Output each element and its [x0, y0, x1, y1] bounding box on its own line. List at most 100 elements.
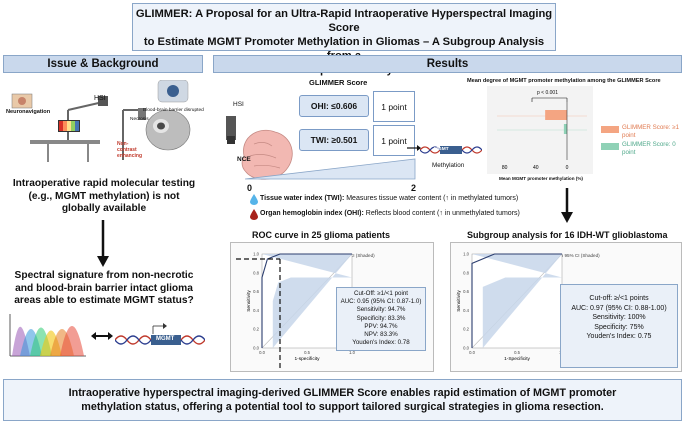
roc2-x-tick: 0.5	[514, 350, 520, 355]
roc1-y-tick: 1.0	[253, 252, 259, 257]
down-arrow-icon	[97, 220, 109, 267]
neuronavigation-label: Neuronavigation	[6, 109, 51, 115]
water-drop-icon	[250, 194, 258, 205]
roc1-x-tick: 0.0	[259, 350, 265, 355]
dna-methylation-icon	[420, 146, 482, 154]
roc2-inner-title: ROC Curve with 95% CI (Shaded)	[530, 244, 600, 262]
issue-background-header: Issue & Background	[3, 55, 203, 73]
roc1-stat-specificity: Specificity: 83.3%	[356, 314, 406, 322]
legend-entry-green: GLIMMER Score: 0 point	[622, 141, 676, 156]
nce-label: NCE	[237, 156, 251, 163]
legend-swatch-green	[601, 143, 619, 150]
roc2-stat-sensitivity: Sensitivity: 100%	[592, 314, 646, 321]
question-line-3: areas able to estimate MGMT status?	[14, 295, 194, 306]
necrosis-label: Necrosis	[130, 117, 149, 122]
methylation-x-tick: 0	[566, 165, 569, 171]
methylation-chart-title: Mean degree of MGMT promoter methylation…	[467, 78, 661, 84]
roc2-ylabel: Sensitivity	[456, 290, 462, 312]
bbb-disrupted-label: Blood-brain barrier disrupted	[143, 108, 204, 113]
roc2-ci-band	[472, 254, 562, 348]
roc2-y-tick: 0.0	[463, 346, 469, 351]
methylation-bar-2	[563, 124, 567, 134]
blood-drop-icon	[250, 209, 258, 220]
methylation-chart-xlabel: Mean MGMT promoter methylation (%)	[499, 176, 583, 181]
down-arrow-subgroup-icon	[561, 188, 573, 223]
roc1-stats-box: Cut-Off: ≥1/<1 point AUC: 0.95 (95% CI: …	[336, 287, 426, 351]
roc1-stat-youden: Youden's Index: 0.78	[352, 339, 410, 347]
hsi-brain-illustration	[226, 116, 293, 180]
issue-line-2: (e.g., MGMT methylation) is not	[28, 190, 180, 202]
question-text: Spectral signature from non-necrotic and…	[5, 270, 203, 308]
roc2-stat-auc: AUC: 0.97 (95% CI: 0.88-1.00)	[571, 304, 667, 312]
roc2-inner-title-text: ROC Curve with 95% CI (Shaded)	[530, 253, 600, 258]
p-value-label: p < 0.001	[537, 90, 558, 96]
hsi-label-results: HSI	[233, 101, 244, 108]
roc1-stat-auc: AUC: 0.95 (95% CI: 0.87-1.0)	[340, 298, 422, 306]
results-header: Results	[213, 55, 682, 73]
roc1-stat-ppv: PPV: 94.7%	[364, 322, 398, 330]
twi-description-term: Tissue water index (TWI):	[260, 195, 345, 202]
roc1-ylabel: Sensitivity	[246, 290, 252, 312]
issue-text: Intraoperative rapid molecular testing (…	[5, 178, 203, 216]
methylation-chart: 80 40 0	[487, 86, 619, 174]
ohi-description-text: Reflects blood content (↑ in unmethylate…	[363, 210, 520, 217]
question-line-1: Spectral signature from non-necrotic	[14, 270, 194, 281]
issue-line-1: Intraoperative rapid molecular testing	[12, 178, 196, 189]
issue-line-3: globally available	[61, 203, 147, 214]
twi-description-text: Measures tissue water content (↑ in meth…	[344, 195, 519, 202]
roc1-stat-cutoff: Cut-Off: ≥1/<1 point	[353, 290, 408, 297]
roc2-xlabel: 1-Specificity	[504, 356, 530, 362]
roc1-x-tick: 1.0	[349, 350, 355, 355]
twi-threshold-box: TWI: ≥0.501	[299, 129, 369, 151]
roc1-y-tick: 0.2	[253, 327, 259, 332]
methylation-label: Methylation	[432, 162, 465, 169]
double-arrow-icon	[91, 332, 113, 340]
roc1-y-tick: 0.4	[253, 308, 259, 313]
roc2-x-tick: 0.0	[469, 350, 475, 355]
title-line-1: GLIMMER: A Proposal for an Ultra-Rapid I…	[135, 8, 553, 34]
roc2-stat-specificity: Specificity: 75%	[594, 323, 644, 331]
ohi-threshold-box: OHI: ≤0.606	[299, 95, 369, 117]
roc1-y-tick: 0.6	[253, 289, 259, 294]
hsi-label-left: HSI	[94, 95, 106, 102]
roc1-stat-npv: NPV: 83.3%	[364, 331, 398, 339]
roc1-ci-band	[262, 254, 352, 348]
scale-max: 2	[411, 183, 417, 193]
roc2-y-tick: 0.6	[463, 289, 469, 294]
score-scale-wedge	[245, 158, 416, 180]
arrow-to-methylation-icon	[407, 145, 421, 151]
roc2-y-tick: 0.4	[463, 308, 469, 313]
ohi-description-term: Organ hemoglobin index (OHI):	[260, 210, 364, 217]
roc1-y-tick: 0.0	[253, 346, 259, 351]
roc1-xlabel: 1-specificity	[294, 356, 320, 362]
methylation-x-tick: 80	[502, 165, 508, 171]
conclusion-box: Intraoperative hyperspectral imaging-der…	[3, 379, 682, 421]
roc2-stat-cutoff: Cut-off: ≥/<1 points	[589, 295, 649, 302]
roc2-y-tick: 0.8	[463, 270, 469, 275]
or-illustration	[8, 79, 203, 170]
twi-description: Tissue water index (TWI): Measures tissu…	[260, 195, 518, 202]
roc1-title: ROC curve in 25 glioma patients	[252, 230, 391, 240]
mgmt-label-results: MGMT	[434, 147, 449, 152]
ohi-point-box: 1 point	[373, 91, 415, 122]
glimmer-score-title: GLIMMER Score	[309, 78, 368, 87]
methylation-x-tick: 40	[533, 165, 539, 171]
operating-room-illustration	[11, 79, 191, 162]
ohi-description: Organ hemoglobin index (OHI): Reflects b…	[260, 210, 520, 217]
roc1-stat-sensitivity: Sensitivity: 94.7%	[356, 306, 406, 314]
conclusion-line-2: methylation status, offering a potential…	[81, 401, 604, 413]
roc1-x-tick: 0.5	[304, 350, 310, 355]
title-box: GLIMMER: A Proposal for an Ultra-Rapid I…	[132, 3, 556, 76]
question-line-2: and blood-brain barrier intact glioma	[15, 282, 193, 294]
roc1-y-tick: 0.8	[253, 270, 259, 275]
roc2-stat-youden: Youden's Index: 0.75	[586, 333, 652, 340]
roc2-y-tick: 1.0	[463, 252, 469, 257]
spectral-curves-icon	[9, 314, 86, 357]
roc2-title: Subgroup analysis for 16 IDH-WT glioblas…	[467, 230, 668, 240]
legend-swatch-orange	[601, 126, 619, 133]
legend-entry-orange: GLIMMER Score: ≥1 point	[622, 124, 680, 139]
conclusion-line-1: Intraoperative hyperspectral imaging-der…	[68, 387, 617, 399]
roc2-stats-box: Cut-off: ≥/<1 points AUC: 0.97 (95% CI: …	[560, 284, 678, 368]
methylation-bar-1	[545, 110, 567, 120]
scale-min: 0	[247, 183, 253, 193]
